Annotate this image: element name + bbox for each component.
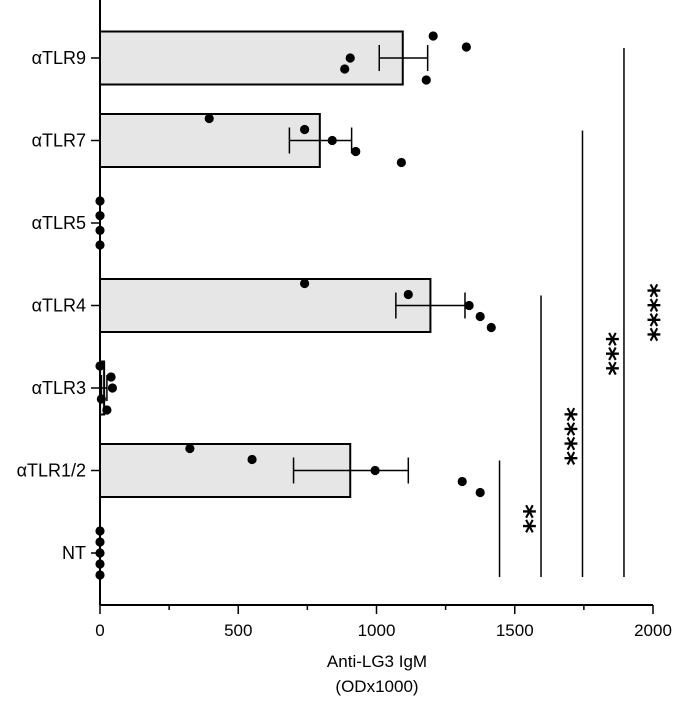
data-point bbox=[421, 75, 431, 85]
data-point bbox=[106, 372, 116, 382]
data-point bbox=[327, 135, 337, 146]
data-point bbox=[204, 113, 214, 124]
data-point bbox=[300, 124, 310, 135]
data-point bbox=[185, 443, 195, 454]
bar bbox=[99, 30, 404, 86]
x-tick-label: 0 bbox=[95, 621, 104, 640]
data-point bbox=[345, 53, 355, 63]
category-label: NT bbox=[62, 543, 86, 563]
data-point bbox=[370, 465, 380, 476]
data-point bbox=[247, 454, 257, 465]
data-point bbox=[457, 476, 467, 487]
category-label: αTLR5 bbox=[32, 213, 86, 233]
data-point bbox=[351, 146, 361, 157]
data-point bbox=[396, 157, 406, 168]
axes-layer: αTLR9 αTLR7 αTLR5 αTLR4 αTLR3 αTLR1/2 NT 0 500 10… bbox=[17, 0, 672, 640]
significance-label: ** bbox=[509, 504, 542, 534]
bars-layer bbox=[99, 30, 432, 498]
category-label: αTLR7 bbox=[32, 131, 86, 151]
data-point bbox=[96, 394, 106, 404]
category-label: αTLR1/2 bbox=[17, 461, 86, 481]
significance-label: **** bbox=[633, 283, 666, 342]
x-axis-label-units: (ODx1000) bbox=[335, 677, 418, 696]
x-tick-label: 1500 bbox=[496, 621, 534, 640]
x-tick-label: 2000 bbox=[634, 621, 672, 640]
category-label: αTLR3 bbox=[32, 378, 86, 398]
category-label: αTLR9 bbox=[32, 48, 86, 68]
points-layer bbox=[95, 31, 496, 580]
data-point bbox=[428, 31, 438, 41]
data-point bbox=[475, 487, 485, 498]
category-label: αTLR4 bbox=[32, 296, 86, 316]
data-point bbox=[107, 383, 118, 393]
data-point bbox=[461, 42, 471, 52]
x-tick-label: 1000 bbox=[358, 621, 396, 640]
significance-label: *** bbox=[591, 332, 624, 376]
data-point bbox=[300, 278, 310, 289]
data-point bbox=[486, 322, 496, 333]
x-tick-label: 500 bbox=[224, 621, 252, 640]
data-point bbox=[464, 300, 474, 311]
data-point bbox=[475, 311, 485, 322]
x-axis-label: Anti-LG3 IgM bbox=[327, 652, 427, 671]
data-point bbox=[340, 64, 350, 74]
error-bars-layer bbox=[100, 45, 466, 484]
significance-layer: ************* bbox=[498, 48, 666, 577]
significance-label: **** bbox=[550, 407, 583, 466]
data-point bbox=[403, 289, 413, 300]
bar bbox=[99, 278, 432, 333]
data-point bbox=[102, 405, 112, 415]
